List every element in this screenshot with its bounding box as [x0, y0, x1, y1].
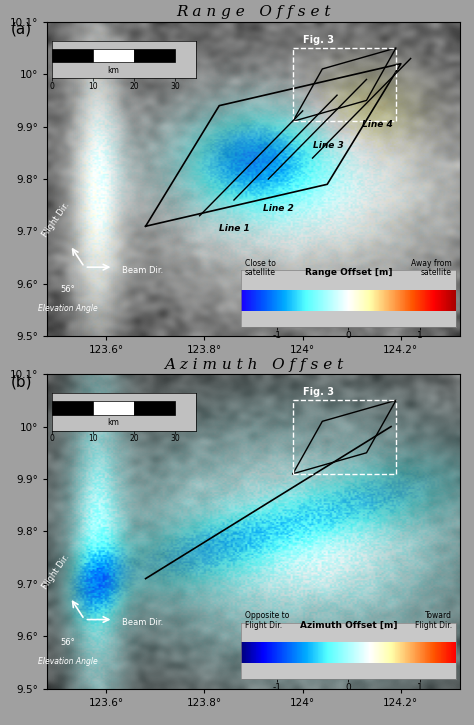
Text: Line 2: Line 2 — [264, 204, 294, 212]
Text: (b): (b) — [10, 374, 32, 389]
Text: Beam Dir.: Beam Dir. — [122, 618, 163, 627]
Title: R a n g e   O f f s e t: R a n g e O f f s e t — [176, 5, 331, 19]
Text: Fig. 3: Fig. 3 — [303, 35, 334, 45]
Title: A z i m u t h   O f f s e t: A z i m u t h O f f s e t — [164, 357, 343, 372]
Text: Fig. 3: Fig. 3 — [303, 387, 334, 397]
Text: Line 4: Line 4 — [362, 120, 392, 128]
Text: Line 3: Line 3 — [312, 141, 343, 149]
Text: Line 1: Line 1 — [219, 225, 250, 233]
Text: 56°: 56° — [61, 286, 75, 294]
Text: (a): (a) — [10, 22, 31, 37]
Text: Flight Dir.: Flight Dir. — [40, 553, 71, 591]
Text: Elevation Angle: Elevation Angle — [38, 657, 98, 666]
Text: Beam Dir.: Beam Dir. — [122, 266, 163, 275]
Text: Elevation Angle: Elevation Angle — [38, 304, 98, 313]
Text: Flight Dir.: Flight Dir. — [40, 201, 71, 239]
Text: 56°: 56° — [61, 638, 75, 647]
